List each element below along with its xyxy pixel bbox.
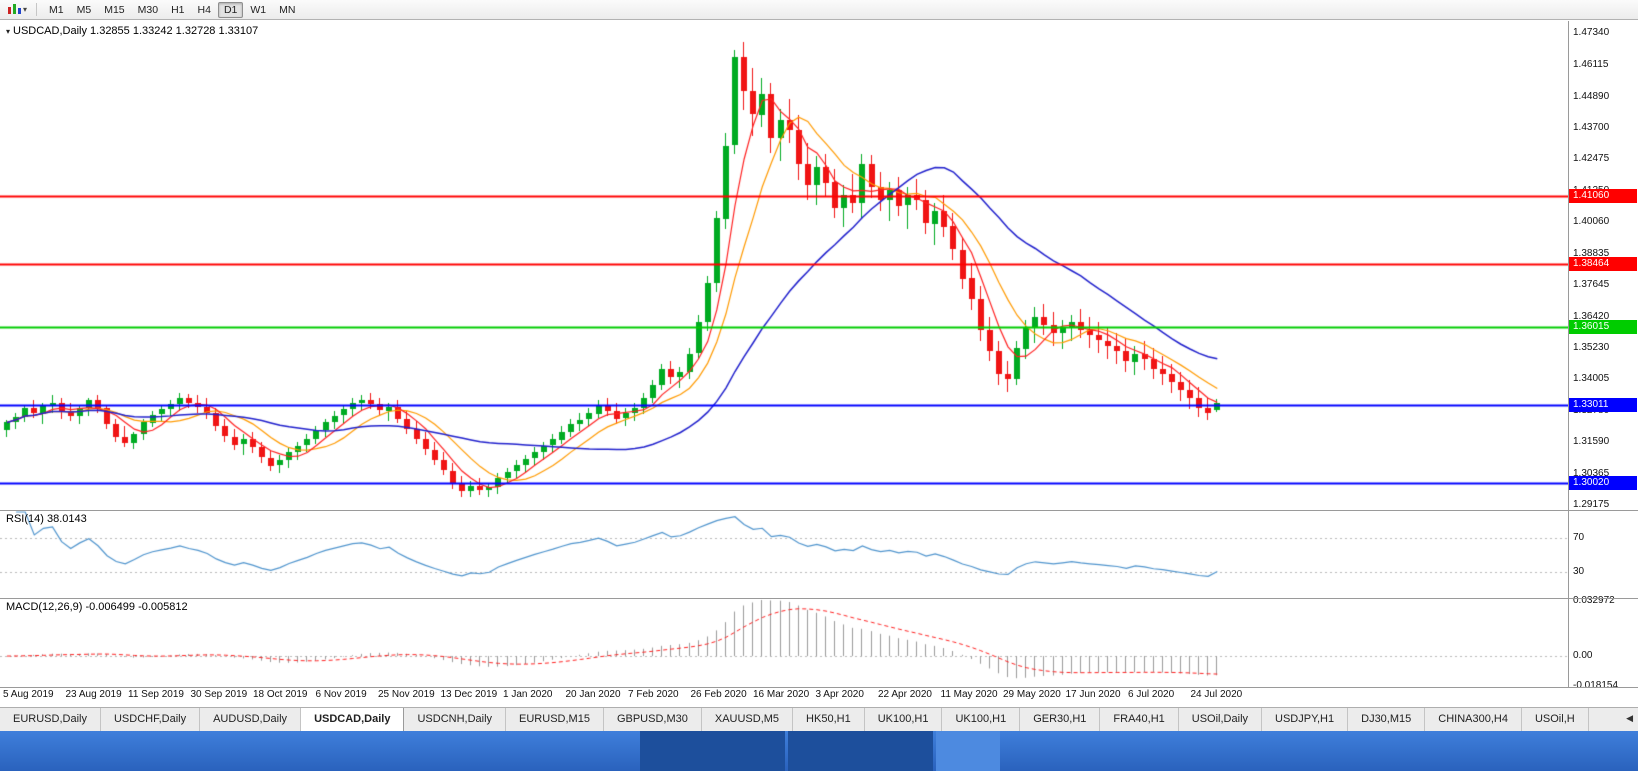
date-axis-label: 3 Apr 2020	[815, 689, 864, 700]
toolbar-separator	[36, 3, 38, 16]
date-axis-label: 29 May 2020	[1003, 689, 1061, 700]
symbol-tab-uk100-h1[interactable]: UK100,H1	[942, 708, 1021, 731]
price-line-badge: 1.41060	[1569, 189, 1637, 204]
timeframe-button-h4[interactable]: H4	[197, 3, 211, 16]
date-axis-label: 18 Oct 2019	[253, 689, 308, 700]
symbol-tab-ger30-h1[interactable]: GER30,H1	[1020, 708, 1101, 731]
symbol-tab-hk50-h1[interactable]: HK50,H1	[793, 708, 865, 731]
symbol-tab-usdchf-daily[interactable]: USDCHF,Daily	[100, 708, 201, 731]
date-axis-label: 13 Dec 2019	[440, 689, 498, 700]
price-axis-tick: 1.35230	[1573, 341, 1610, 353]
date-axis-label: 6 Jul 2020	[1128, 689, 1175, 700]
date-axis-label: 16 Mar 2020	[753, 689, 810, 700]
price-axis-tick: 1.40060	[1573, 216, 1610, 228]
date-axis-label: 7 Feb 2020	[628, 689, 679, 700]
taskbar	[0, 731, 1638, 771]
tab-scroll-left-icon[interactable]: ◀	[1623, 712, 1636, 725]
chart-canvas[interactable]	[0, 21, 1568, 687]
timeframe-button-w1[interactable]: W1	[250, 3, 267, 16]
date-axis-label: 20 Jan 2020	[565, 689, 621, 700]
date-axis-label: 25 Nov 2019	[378, 689, 435, 700]
chart-title-text: USDCAD,Daily 1.32855 1.33242 1.32728 1.3…	[13, 25, 259, 37]
macd-axis-tick: 0.00	[1573, 650, 1593, 662]
price-axis-tick: 1.31590	[1573, 436, 1610, 448]
price-axis-tick: 1.30365	[1573, 468, 1610, 479]
date-axis-label: 23 Aug 2019	[65, 689, 122, 700]
taskbar-item[interactable]	[640, 731, 785, 771]
symbol-tab-audusd-daily[interactable]: AUDUSD,Daily	[200, 708, 302, 731]
price-axis-tick: 1.47340	[1573, 26, 1610, 38]
price-axis-tick: 1.36420	[1573, 310, 1610, 322]
price-axis-tick: 1.37645	[1573, 278, 1610, 290]
rsi-level-tick: 70	[1573, 531, 1585, 543]
price-axis-tick: 1.46115	[1573, 58, 1609, 70]
macd-axis-tick: -0.018154	[1573, 680, 1619, 692]
date-axis: 5 Aug 2019 23 Aug 2019 11 Sep 2019 30 Sep 2…	[0, 688, 1568, 704]
timeframe-button-h1[interactable]: H1	[171, 3, 185, 16]
timeframe-button-m30[interactable]: M30	[137, 3, 159, 16]
price-axis-tick: 1.44890	[1573, 90, 1610, 102]
symbol-tab-usoil-h[interactable]: USOil,H	[1521, 708, 1589, 731]
price-line-badge: 1.36015	[1569, 320, 1637, 335]
axis-separator	[1568, 21, 1569, 687]
timeframe-buttons: M1 M5 M15 M30 H1 H4 D1 W1 MN	[43, 1, 301, 18]
date-axis-label: 11 May 2020	[940, 689, 998, 700]
taskbar-item[interactable]	[936, 731, 1000, 771]
panel-separator-macd[interactable]	[0, 598, 1638, 599]
symbol-tab-eurusd-daily[interactable]: EURUSD,Daily	[0, 708, 101, 731]
macd-label: MACD(12,26,9) -0.006499 -0.005812	[6, 601, 188, 613]
date-axis-label: 5 Aug 2019	[3, 689, 54, 700]
timeframe-button-m5[interactable]: M5	[76, 3, 92, 16]
date-axis-label: 24 Jul 2020	[1190, 689, 1243, 700]
date-axis-label: 1 Jan 2020	[503, 689, 553, 700]
panel-separator-dates	[0, 687, 1638, 688]
price-axis-tick: 1.34005	[1573, 373, 1610, 385]
timeframe-button-m15[interactable]: M15	[104, 3, 125, 16]
date-axis-label: 26 Feb 2020	[690, 689, 747, 700]
symbol-tab-uk100-h1[interactable]: UK100,H1	[864, 708, 943, 731]
symbol-tab-china300-h4[interactable]: CHINA300,H4	[1425, 708, 1522, 731]
symbol-tab-usoil-daily[interactable]: USOil,Daily	[1178, 708, 1263, 731]
symbol-tab-usdcad-daily[interactable]: USDCAD,Daily	[301, 708, 405, 731]
timeframe-button-m1[interactable]: M1	[49, 3, 64, 16]
price-axis-tick: 1.38835	[1573, 247, 1610, 259]
price-axis-tick: 1.43700	[1573, 121, 1610, 133]
candlestick-icon	[8, 4, 21, 14]
timeframe-button-mn[interactable]: MN	[279, 3, 296, 16]
date-axis-label: 6 Nov 2019	[315, 689, 367, 700]
rsi-label: RSI(14) 38.0143	[6, 513, 87, 525]
rsi-level-tick: 30	[1573, 566, 1585, 578]
price-axis-tick: 1.42475	[1573, 153, 1610, 165]
chart-dropdown-icon[interactable]: ▾	[6, 27, 11, 36]
date-axis-label: 11 Sep 2019	[128, 689, 184, 700]
macd-axis-tick: 0.032972	[1573, 594, 1615, 606]
timeframe-button-d1[interactable]: D1	[217, 1, 244, 18]
price-line-badge: 1.38464	[1569, 256, 1637, 271]
price-line-badge: 1.30020	[1569, 475, 1637, 490]
symbol-tab-fra40-h1[interactable]: FRA40,H1	[1100, 708, 1179, 731]
date-axis-label: 17 Jun 2020	[1065, 689, 1121, 700]
symbol-tabbar: EURUSD,Daily USDCHF,Daily AUDUSD,Daily USDC…	[0, 707, 1638, 731]
timeframe-toolbar: ▾ M1 M5 M15 M30 H1 H4 D1 W1 MN	[0, 0, 1638, 20]
date-axis-label: 22 Apr 2020	[878, 689, 932, 700]
price-axis-tick: 1.29175	[1573, 498, 1610, 510]
chevron-down-icon: ▾	[23, 4, 28, 14]
chart-title: ▾ USDCAD,Daily 1.32855 1.33242 1.32728 1.…	[6, 25, 258, 37]
symbol-tab-xauusd-m5[interactable]: XAUUSD,M5	[701, 708, 794, 731]
symbol-tab-usdjpy-h1[interactable]: USDJPY,H1	[1262, 708, 1349, 731]
symbol-tab-usdcnh-daily[interactable]: USDCNH,Daily	[404, 708, 507, 731]
symbol-tab-eurusd-m15[interactable]: EURUSD,M15	[506, 708, 604, 731]
symbol-tab-dj30-m15[interactable]: DJ30,M15	[1348, 708, 1426, 731]
chart-type-icon[interactable]: ▾	[5, 2, 30, 18]
price-axis: 1.473401.461151.448901.437001.424751.412…	[1568, 21, 1638, 691]
panel-separator-rsi[interactable]	[0, 510, 1638, 511]
taskbar-item[interactable]	[788, 731, 933, 771]
symbol-tab-gbpusd-m30[interactable]: GBPUSD,M30	[603, 708, 702, 731]
price-line-badge: 1.33011	[1569, 398, 1637, 413]
date-axis-label: 30 Sep 2019	[190, 689, 248, 700]
